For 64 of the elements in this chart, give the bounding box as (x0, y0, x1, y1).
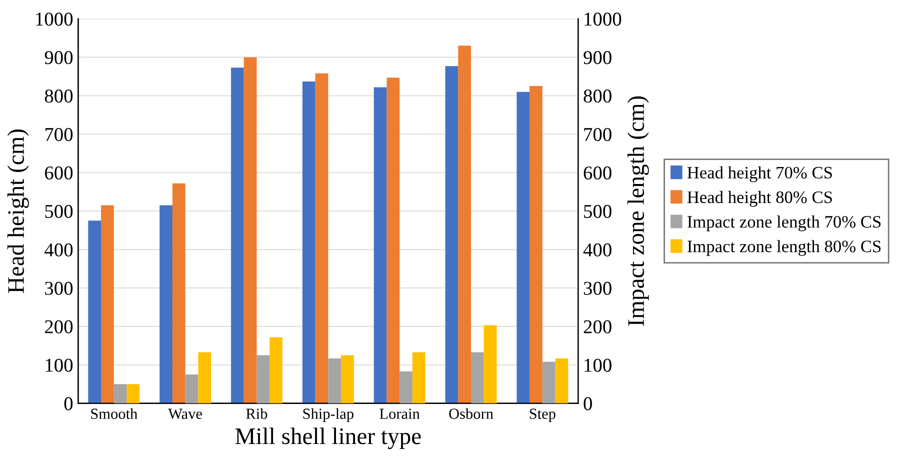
bar (172, 183, 186, 404)
y-tick-label: 600 (44, 166, 73, 180)
y2-tick-label: 200 (584, 320, 612, 334)
bar (126, 384, 140, 404)
bar (270, 337, 282, 404)
x-tick-label: Ship-lap (303, 408, 354, 422)
x-tick-label: Osborn (449, 408, 494, 419)
bar (244, 57, 257, 404)
legend-label: Head height 70% CS (687, 166, 832, 182)
legend-label: Head height 80% CS (687, 190, 832, 207)
bar (516, 92, 530, 404)
bar (231, 68, 244, 404)
bar (445, 66, 458, 404)
y2-tick-label: 600 (584, 166, 612, 180)
bar (374, 87, 387, 404)
bar (400, 371, 412, 404)
bar (88, 220, 102, 404)
y2-tick-label: 700 (584, 128, 612, 142)
bar (160, 205, 172, 404)
y2-tick-label: 0 (584, 397, 592, 410)
bar (101, 205, 114, 404)
x-tick-label: Smooth (91, 408, 138, 419)
bar (328, 358, 342, 404)
y-tick-label: 700 (45, 128, 73, 142)
y-tick-label: 200 (45, 320, 73, 334)
x-tick-label: Wave (168, 408, 202, 420)
bar (412, 352, 426, 404)
bar (484, 325, 497, 404)
y2-tick-label: 300 (584, 282, 612, 295)
bar (315, 73, 328, 404)
bar (114, 384, 127, 404)
bar (185, 374, 198, 404)
y2-tick-label: 800 (584, 89, 612, 103)
y2-tick-label: 400 (583, 243, 612, 256)
bar (302, 81, 316, 404)
y-tick-label: 100 (46, 358, 73, 372)
bar (555, 358, 568, 404)
bar (458, 46, 471, 404)
x-tick-label: Step (530, 408, 556, 422)
y2-tick-label: 900 (584, 51, 612, 64)
bar (470, 352, 484, 404)
bar (198, 352, 212, 404)
y-axis-title: Head height (cm) (7, 129, 29, 293)
x-tick-label: Rib (246, 408, 268, 419)
y-tick-label: 800 (44, 89, 73, 103)
bar (386, 78, 400, 404)
y2-tick-label: 100 (584, 358, 612, 372)
bar (341, 355, 354, 404)
x-tick-label: Lorain (380, 408, 420, 419)
bar (542, 362, 556, 404)
legend-label: Impact zone length 80% CS (687, 240, 881, 256)
legend-label: Impact zone length 70% CS (687, 215, 881, 232)
y-tick-label: 400 (44, 243, 73, 256)
y-tick-label: 0 (64, 397, 73, 410)
x-axis-title: Mill shell liner type (235, 428, 421, 450)
y-tick-label: 500 (45, 204, 73, 218)
y2-tick-label: 1000 (584, 12, 622, 26)
bar (530, 86, 542, 404)
y2-tick-label: 500 (584, 204, 612, 218)
y2-axis-title: Impact zone length (cm) (627, 96, 649, 326)
y-tick-label: 900 (44, 51, 73, 64)
y-tick-label: 1000 (36, 12, 73, 26)
y-tick-label: 300 (45, 282, 73, 295)
bar (256, 355, 270, 404)
